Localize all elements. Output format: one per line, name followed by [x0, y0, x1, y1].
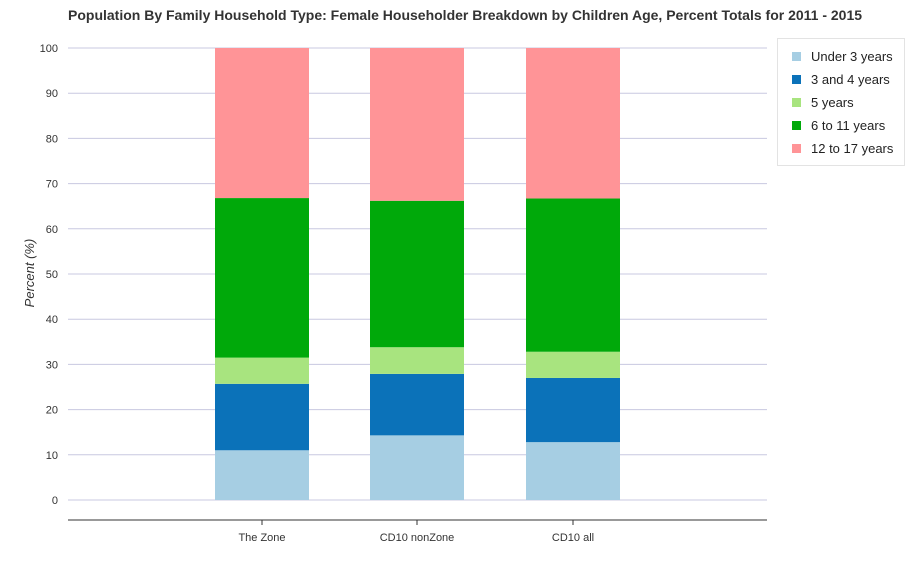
- bar-segment[interactable]: [215, 198, 309, 358]
- legend-label: Under 3 years: [811, 49, 893, 64]
- legend-label: 6 to 11 years: [811, 118, 886, 133]
- legend-item[interactable]: 5 years: [778, 91, 904, 114]
- legend-item[interactable]: 3 and 4 years: [778, 68, 904, 91]
- y-tick-label: 0: [52, 495, 58, 507]
- y-axis-label: Percent (%): [22, 239, 37, 308]
- y-tick-label: 30: [46, 359, 58, 371]
- bar-segment[interactable]: [215, 357, 309, 384]
- y-tick-label: 90: [46, 88, 58, 100]
- y-tick-label: 40: [46, 314, 58, 326]
- legend-item[interactable]: Under 3 years: [778, 45, 904, 68]
- y-tick-label: 20: [46, 405, 58, 417]
- y-tick-label: 80: [46, 133, 58, 145]
- legend-swatch: [792, 75, 801, 84]
- legend-swatch: [792, 98, 801, 107]
- legend-swatch: [792, 144, 801, 153]
- y-tick-label: 100: [40, 43, 58, 55]
- x-axis-ticks: The Zone CD10 nonZone CD10 all: [238, 520, 594, 544]
- y-tick-label: 60: [46, 224, 58, 236]
- bar-segment[interactable]: [370, 200, 464, 348]
- bar-segment[interactable]: [370, 48, 464, 201]
- bar-segment[interactable]: [526, 48, 620, 199]
- chart-title: Population By Family Household Type: Fem…: [68, 7, 863, 23]
- legend-label: 5 years: [811, 95, 854, 110]
- bar-segment[interactable]: [215, 383, 309, 451]
- x-tick-label: CD10 nonZone: [380, 532, 455, 544]
- bar-segment[interactable]: [370, 373, 464, 436]
- x-tick-label: CD10 all: [552, 532, 594, 544]
- legend-label: 12 to 17 years: [811, 141, 894, 156]
- legend: Under 3 years 3 and 4 years 5 years 6 to 11…: [777, 38, 905, 166]
- legend-swatch: [792, 121, 801, 130]
- legend-swatch: [792, 52, 801, 61]
- bar-segment[interactable]: [526, 351, 620, 378]
- x-tick-label: The Zone: [238, 532, 285, 544]
- bar-segment[interactable]: [215, 48, 309, 199]
- bar-segment[interactable]: [370, 435, 464, 500]
- y-tick-label: 10: [46, 450, 58, 462]
- legend-label: 3 and 4 years: [811, 72, 890, 87]
- y-tick-label: 50: [46, 269, 58, 281]
- bar-segment[interactable]: [526, 198, 620, 352]
- bar-segment[interactable]: [215, 450, 309, 500]
- legend-item[interactable]: 6 to 11 years: [778, 114, 904, 137]
- y-tick-label: 70: [46, 179, 58, 191]
- bar-segment[interactable]: [526, 377, 620, 443]
- bar-segment[interactable]: [526, 442, 620, 500]
- legend-item[interactable]: 12 to 17 years: [778, 137, 904, 160]
- bars: [215, 48, 620, 500]
- bar-segment[interactable]: [370, 347, 464, 374]
- y-axis-ticks: 0 10 20 30 40 50 60 70 80 90 100: [40, 43, 58, 507]
